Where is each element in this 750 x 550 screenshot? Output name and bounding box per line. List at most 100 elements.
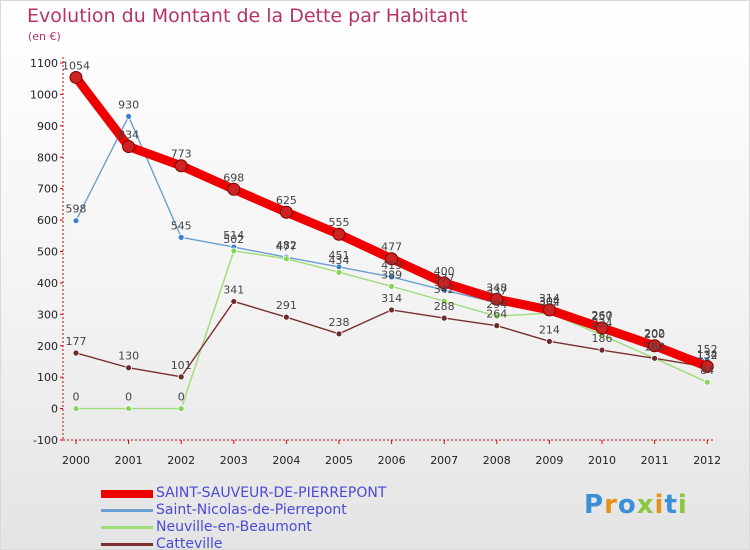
data-label: 477: [276, 241, 297, 254]
data-label: 389: [381, 268, 402, 281]
data-point: [72, 405, 80, 412]
data-point: [542, 303, 556, 317]
series-labels-3: 177 130 101 341 291 238 314 288 264 214 186 160 132: [66, 283, 718, 371]
data-label: 134: [697, 348, 718, 361]
data-point: [388, 273, 396, 281]
logo-letter: r: [604, 490, 618, 520]
y-tick-label: 600: [37, 214, 58, 227]
data-label: 177: [66, 335, 87, 348]
x-tick-label: 2003: [220, 454, 248, 467]
data-point: [700, 359, 714, 373]
logo-letter: i: [654, 490, 665, 520]
data-label: 400: [434, 265, 455, 278]
y-tick-label: 800: [37, 151, 58, 164]
legend-swatch: [101, 490, 153, 498]
data-label: 419: [381, 259, 402, 272]
data-point: [125, 113, 132, 120]
data-point: [388, 282, 396, 290]
data-label: 377: [434, 272, 455, 285]
series-3: [72, 298, 711, 381]
y-tick-label: 100: [37, 371, 58, 384]
data-label: 288: [434, 300, 455, 313]
data-point: [388, 306, 396, 314]
data-label: 598: [66, 203, 87, 216]
x-tick-label: 2001: [115, 454, 143, 467]
data-point: [493, 312, 501, 320]
data-label: 152: [697, 343, 718, 356]
data-label: 342: [434, 283, 455, 296]
data-point: [125, 405, 132, 412]
proxiti-logo: Proxiti: [584, 490, 688, 520]
data-label: 214: [539, 323, 560, 336]
data-point: [282, 255, 290, 263]
series-labels-0: 1054 834 773 698 625 555 477 400 348 314 257 200 134: [62, 59, 718, 361]
y-tick-label: 700: [37, 183, 58, 196]
data-point: [72, 217, 80, 225]
data-label: 434: [329, 254, 350, 267]
legend-swatch: [101, 526, 153, 529]
y-tick-label: 200: [37, 340, 58, 353]
y-tick-label: -100: [33, 434, 58, 447]
data-label: 302: [539, 296, 560, 309]
data-label: 1054: [62, 59, 90, 72]
data-label: 482: [276, 239, 297, 252]
data-label: 0: [73, 391, 80, 404]
data-label: 200: [644, 328, 665, 341]
data-point: [72, 349, 80, 357]
logo-letter: P: [584, 490, 605, 520]
data-label: 698: [223, 171, 244, 184]
data-point: [703, 378, 711, 386]
x-tick-label: 2012: [693, 454, 721, 467]
logo-letter: t: [664, 490, 678, 520]
data-label: 304: [539, 295, 560, 308]
x-tick-label: 2004: [272, 454, 300, 467]
data-label: 257: [592, 310, 613, 323]
data-label: 84: [700, 364, 714, 377]
data-point: [230, 247, 238, 255]
data-label: 132: [697, 349, 718, 362]
data-label: 625: [276, 194, 297, 207]
chart-unit-label: (en €): [28, 30, 61, 43]
data-point: [69, 70, 83, 84]
data-point: [440, 297, 448, 305]
data-label: 545: [171, 219, 192, 232]
x-tick-label: 2008: [483, 454, 511, 467]
data-point: [122, 140, 136, 154]
logo-letter: x: [636, 490, 655, 520]
data-point: [230, 298, 238, 305]
data-label: 260: [592, 309, 613, 322]
x-tick-label: 2005: [325, 454, 353, 467]
legend-swatch: [101, 509, 153, 512]
data-label: 160: [644, 340, 665, 353]
x-tick-label: 2000: [62, 454, 90, 467]
data-label: 202: [644, 327, 665, 340]
data-point: [174, 159, 188, 173]
data-label: 314: [539, 292, 560, 305]
data-label: 834: [118, 129, 139, 142]
x-tick-label: 2002: [167, 454, 195, 467]
y-tick-label: 1000: [30, 88, 58, 101]
data-label: 451: [329, 249, 350, 262]
chart-title: Evolution du Montant de la Dette par Hab…: [27, 5, 468, 27]
y-tick-label: 0: [51, 403, 58, 416]
data-point: [440, 314, 448, 322]
data-label: 101: [171, 359, 192, 372]
data-label: 341: [223, 283, 244, 296]
data-label: 130: [118, 350, 139, 363]
data-point: [282, 313, 290, 321]
data-label: 234: [592, 317, 613, 330]
data-point: [490, 292, 504, 306]
x-tick-label: 2009: [535, 454, 563, 467]
series-0: [69, 70, 714, 373]
data-label: 348: [486, 281, 507, 294]
logo-letter: i: [677, 490, 688, 520]
data-label: 477: [381, 241, 402, 254]
data-point: [437, 276, 451, 290]
data-label: 291: [276, 299, 297, 312]
data-point: [598, 346, 606, 354]
data-point: [177, 405, 185, 412]
data-label: 502: [223, 233, 244, 246]
data-label: 337: [486, 285, 507, 298]
data-label: 555: [329, 216, 350, 229]
data-point: [648, 339, 662, 353]
